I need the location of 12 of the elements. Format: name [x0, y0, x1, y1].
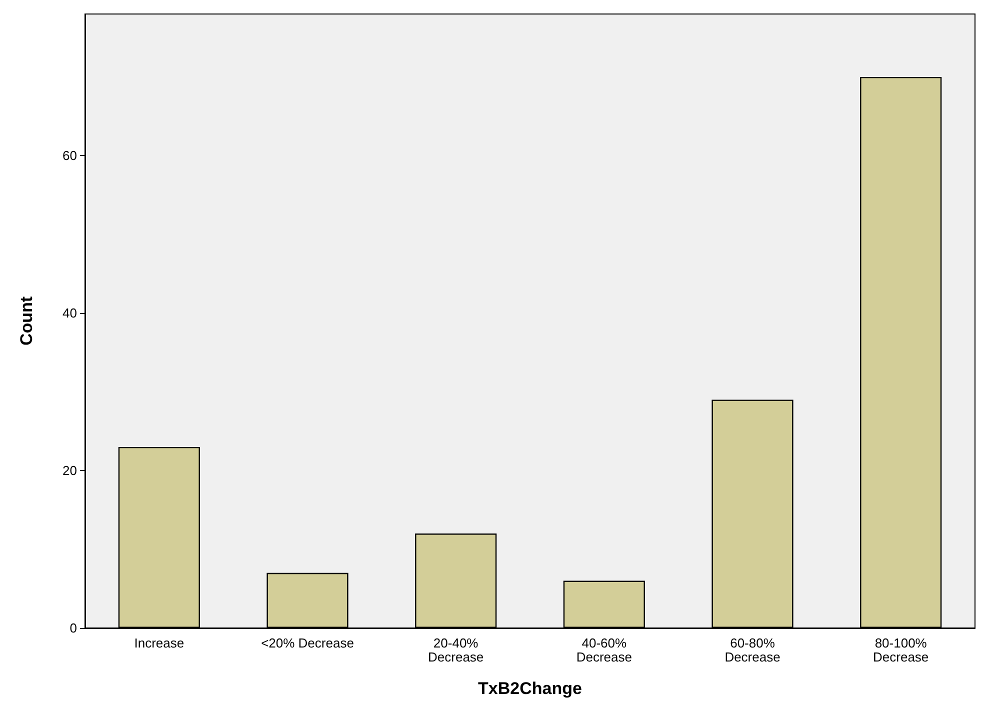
y-tick-label: 60 [62, 148, 77, 164]
x-tick-label: <20% Decrease [261, 636, 354, 650]
y-axis-title: Count [17, 296, 36, 346]
y-tick-label: 0 [70, 620, 77, 636]
x-tick-label: 80-100% Decrease [873, 636, 929, 664]
x-axis-title: TxB2Change [478, 679, 582, 698]
x-tick-label: Increase [134, 636, 184, 650]
y-tick-label: 20 [62, 463, 77, 478]
x-tick-label: 40-60% Decrease [576, 636, 632, 664]
x-tick-label: 20-40% Decrease [428, 636, 484, 664]
x-tick-label: 60-80% Decrease [724, 636, 780, 664]
y-tick-label: 40 [62, 306, 77, 321]
